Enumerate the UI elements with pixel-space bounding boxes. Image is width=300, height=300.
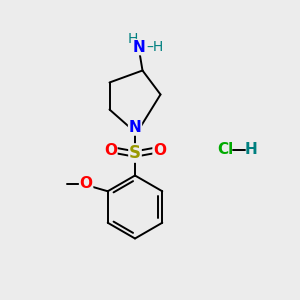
Text: O: O — [153, 143, 166, 158]
Text: H: H — [244, 142, 257, 158]
Text: N: N — [133, 40, 146, 55]
Text: Cl: Cl — [217, 142, 233, 158]
Text: O: O — [104, 143, 117, 158]
Text: N: N — [129, 120, 141, 135]
Text: H: H — [128, 32, 138, 46]
Text: –H: –H — [146, 40, 164, 54]
Text: O: O — [80, 176, 93, 191]
Text: S: S — [129, 144, 141, 162]
